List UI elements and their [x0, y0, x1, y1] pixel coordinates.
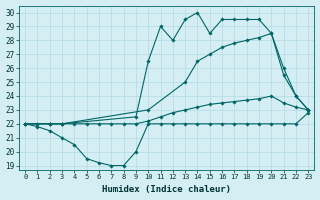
X-axis label: Humidex (Indice chaleur): Humidex (Indice chaleur)	[102, 185, 231, 194]
